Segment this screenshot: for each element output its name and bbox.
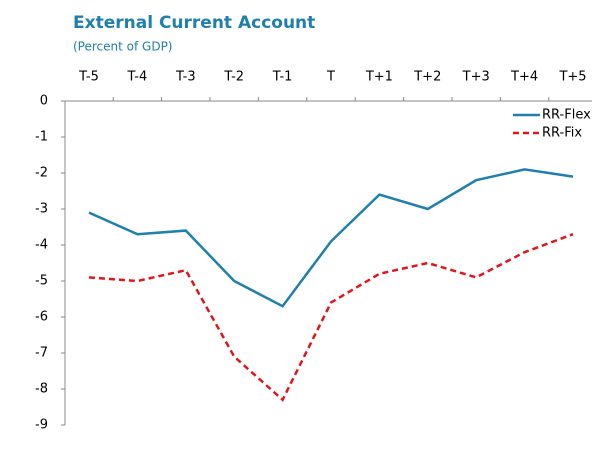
y-tick-label: -5 — [35, 274, 48, 289]
x-tick-label: T-4 — [127, 70, 148, 85]
y-tick-label: -1 — [35, 130, 48, 145]
x-tick-label: T+2 — [413, 70, 441, 85]
x-tick-label: T-3 — [175, 70, 196, 85]
y-tick-label: -2 — [35, 166, 48, 181]
y-tick-label: -3 — [35, 202, 48, 217]
y-tick-label: -4 — [35, 238, 48, 253]
y-tick-label: 0 — [40, 94, 48, 109]
x-tick-label: T-5 — [78, 70, 99, 85]
y-tick-label: -8 — [35, 382, 48, 397]
series-line — [88, 233, 574, 402]
series-line — [88, 168, 574, 308]
x-tick-label: T-1 — [272, 70, 293, 85]
x-tick-label: T-2 — [223, 70, 244, 85]
y-tick-label: -9 — [35, 418, 48, 433]
x-tick-label: T+1 — [365, 70, 393, 85]
legend-label: RR-Fix — [542, 126, 582, 141]
y-tick-label: -6 — [35, 310, 48, 325]
legend-label: RR-Flex — [542, 108, 591, 123]
x-tick-label: T+4 — [510, 70, 538, 85]
x-tick-label: T+3 — [462, 70, 490, 85]
chart-title: External Current Account — [73, 13, 315, 33]
chart-subtitle: (Percent of GDP) — [73, 40, 173, 54]
y-tick-label: -7 — [35, 346, 48, 361]
x-tick-label: T+5 — [558, 70, 586, 85]
x-tick-label: T — [326, 70, 335, 85]
